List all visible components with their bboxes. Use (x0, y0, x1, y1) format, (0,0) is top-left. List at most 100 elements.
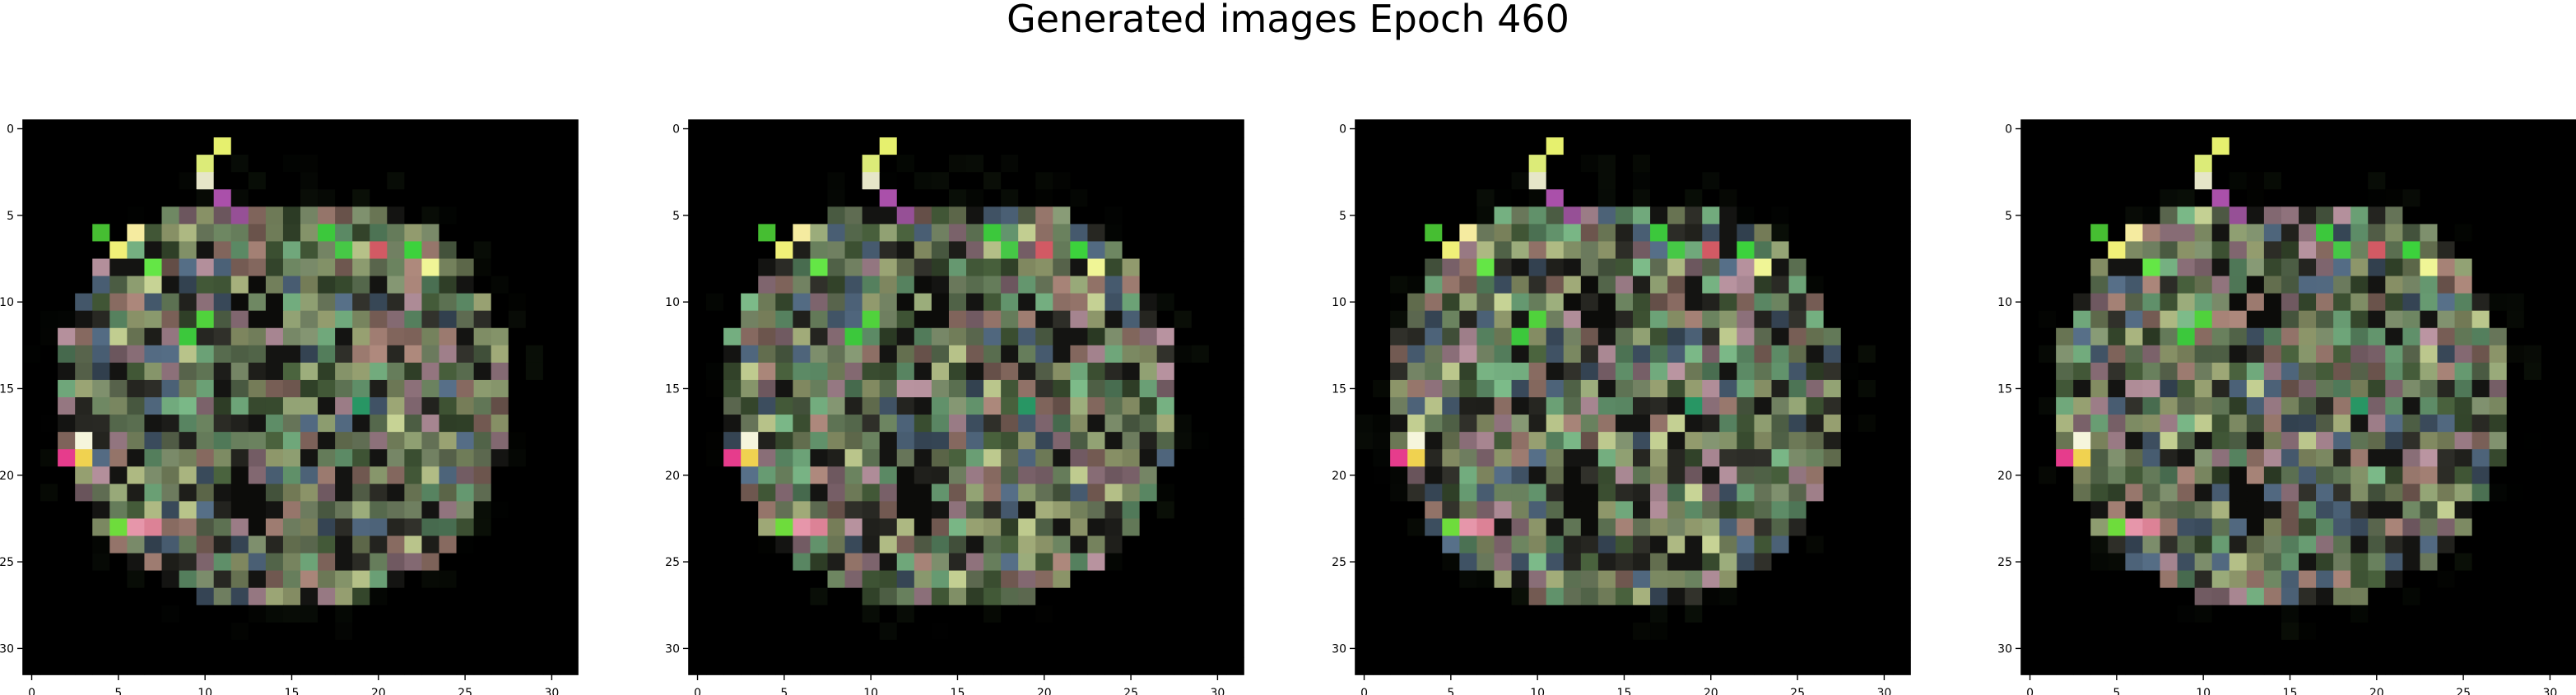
pixel-cell (1035, 120, 1053, 138)
pixel-cell (2039, 362, 2057, 381)
pixel-cell (1407, 155, 1425, 173)
pixel-cell (2506, 466, 2525, 484)
pixel-cell (1494, 293, 1513, 312)
pixel-cell (1355, 120, 1374, 138)
pixel-cell (1546, 206, 1565, 225)
pixel-cell (1615, 155, 1634, 173)
pixel-cell (525, 276, 544, 294)
pixel-cell (1702, 206, 1720, 225)
pixel-cell (1156, 379, 1175, 398)
pixel-cell (1546, 310, 1565, 329)
pixel-cell (1597, 172, 1616, 190)
pixel-cell (1719, 258, 1737, 277)
pixel-cell (2437, 656, 2456, 675)
pixel-cell (2420, 449, 2439, 467)
pixel-cell (2523, 535, 2542, 554)
pixel-cell (2402, 656, 2421, 675)
pixel-cell (1494, 120, 1513, 138)
pixel-cell (2246, 189, 2265, 207)
pixel-cell (914, 639, 932, 658)
pixel-cell (2333, 241, 2351, 260)
pixel-cell (1737, 379, 1755, 398)
pixel-cell (1070, 379, 1089, 398)
pixel-cell (793, 258, 811, 277)
pixel-cell (1754, 605, 1773, 623)
pixel-cell (1174, 518, 1193, 537)
pixel-cell (1459, 622, 1478, 641)
pixel-cell (2316, 605, 2334, 623)
y-tick-label: 30 (1332, 642, 1346, 656)
pixel-cell (1840, 206, 1859, 225)
pixel-cell (2523, 484, 2542, 502)
pixel-cell (1858, 432, 1876, 450)
pixel-cell (758, 397, 776, 415)
pixel-cell (983, 605, 1002, 623)
pixel-cell (2333, 639, 2351, 658)
pixel-cell (335, 553, 353, 572)
pixel-cell (1174, 553, 1193, 572)
pixel-cell (560, 535, 579, 554)
pixel-cell (1823, 293, 1842, 312)
pixel-cell (196, 327, 215, 346)
pixel-cell (879, 327, 898, 346)
pixel-cell (1139, 362, 1158, 381)
pixel-cell (2489, 224, 2508, 243)
pixel-cell (1511, 345, 1530, 364)
pixel-cell (914, 206, 932, 225)
pixel-cell (1892, 605, 1911, 623)
pixel-cell (456, 622, 475, 641)
pixel-cell (2316, 535, 2334, 554)
pixel-cell (2299, 587, 2317, 606)
pixel-cell (508, 379, 527, 398)
pixel-cell (2263, 362, 2282, 381)
y-tick-label: 5 (2005, 210, 2012, 223)
pixel-cell (1511, 189, 1530, 207)
pixel-cell (723, 449, 742, 467)
pixel-cell (1139, 587, 1158, 606)
pixel-cell (2021, 605, 2039, 623)
pixel-cell (1390, 501, 1408, 520)
pixel-cell (2454, 241, 2473, 260)
pixel-cell (248, 656, 267, 675)
pixel-cell (196, 501, 215, 520)
pixel-cell (2385, 345, 2403, 364)
pixel-cell (2368, 587, 2386, 606)
pixel-cell (318, 535, 336, 554)
pixel-cell (2437, 155, 2456, 173)
pixel-cell (879, 415, 898, 433)
pixel-cell (2333, 553, 2351, 572)
pixel-cell (2454, 484, 2473, 502)
pixel-cell (1840, 466, 1859, 484)
pixel-cell (1875, 484, 1894, 502)
pixel-cell (352, 466, 370, 484)
pixel-cell (473, 206, 492, 225)
pixel-cell (1771, 449, 1790, 467)
pixel-cell (1407, 120, 1425, 138)
pixel-cell (2056, 501, 2074, 520)
pixel-cell (1018, 120, 1036, 138)
pixel-cell (1685, 501, 1703, 520)
pixel-cell (525, 293, 544, 312)
x-tick-label: 20 (1704, 687, 1718, 695)
pixel-cell (421, 258, 440, 277)
pixel-cell (2090, 622, 2109, 641)
pixel-cell (689, 570, 707, 589)
pixel-cell (741, 137, 759, 155)
pixel-cell (2489, 310, 2508, 329)
pixel-cell (1390, 241, 1408, 260)
pixel-cell (370, 397, 388, 415)
pixel-cell (2125, 570, 2144, 589)
pixel-cell (1191, 639, 1210, 658)
pixel-cell (1892, 206, 1911, 225)
pixel-cell (948, 345, 967, 364)
pixel-cell (1892, 432, 1911, 450)
pixel-cell (1840, 155, 1859, 173)
pixel-cell (2090, 432, 2109, 450)
pixel-cell (491, 535, 509, 554)
pixel-cell (2142, 432, 2161, 450)
pixel-cell (75, 553, 93, 572)
pixel-cell (335, 432, 353, 450)
pixel-cell (1208, 345, 1227, 364)
pixel-cell (161, 639, 180, 658)
